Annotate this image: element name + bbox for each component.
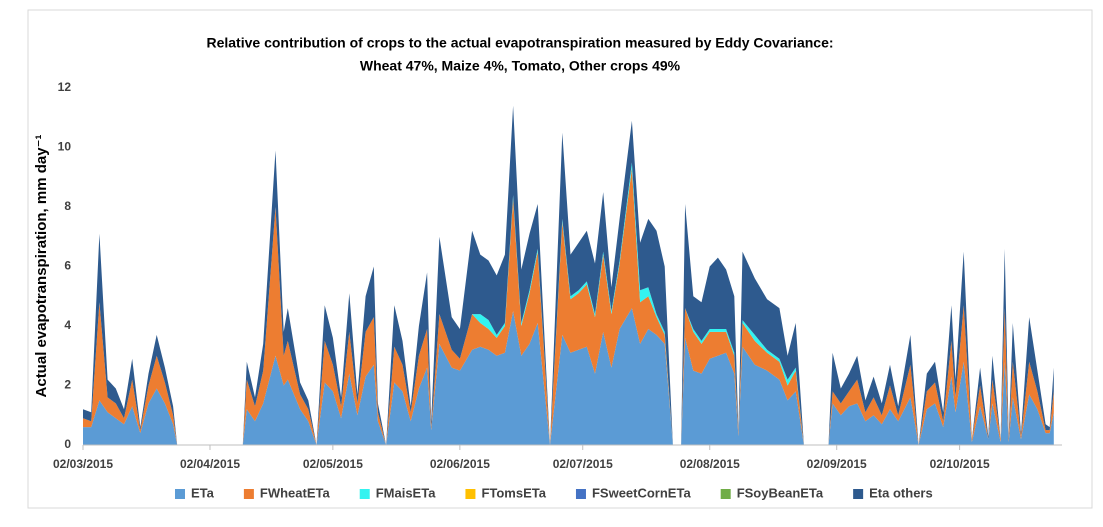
chart-frame [27, 9, 1093, 509]
x-tick-label: 02/03/2015 [53, 457, 113, 471]
x-tick-label: 02/04/2015 [180, 457, 240, 471]
x-tick-label: 02/08/2015 [680, 457, 740, 471]
legend-label: FSweetCornETa [592, 485, 691, 500]
y-tick-label: 6 [64, 259, 71, 273]
legend-swatch [359, 489, 370, 499]
legend-swatch [720, 489, 731, 499]
x-tick-label: 02/07/2015 [553, 457, 613, 471]
legend-label: FWheatETa [260, 485, 331, 500]
legend-swatch [243, 489, 254, 499]
legend-swatch [465, 489, 476, 499]
legend-swatch [175, 489, 185, 499]
y-tick-label: 4 [64, 318, 71, 332]
x-tick-label: 02/10/2015 [930, 457, 990, 471]
y-tick-label: 2 [64, 378, 71, 392]
area [83, 105, 1054, 446]
legend-label: ETa [191, 485, 215, 500]
y-axis-label: Actual evapotranspiration, mm day⁻¹ [33, 135, 50, 398]
x-tick-label: 02/05/2015 [303, 457, 363, 471]
area [83, 308, 1054, 445]
x-tick-label: 02/06/2015 [430, 457, 490, 471]
chart-subtitle: Wheat 47%, Maize 4%, Tomato, Other crops… [360, 58, 681, 74]
legend-swatch [575, 489, 586, 499]
y-tick-label: 8 [64, 199, 71, 213]
legend-label: FSoyBeanETa [737, 485, 824, 500]
chart-title: Relative contribution of crops to the ac… [206, 35, 833, 51]
legend-swatch [853, 489, 864, 499]
x-tick-label: 02/09/2015 [807, 457, 867, 471]
y-tick-label: 0 [64, 437, 71, 451]
legend-label: Eta others [869, 485, 933, 500]
y-tick-label: 12 [58, 80, 72, 94]
y-tick-label: 10 [58, 140, 72, 154]
legend-label: FMaisETa [376, 485, 436, 500]
legend-label: FTomsETa [481, 485, 546, 500]
area [83, 168, 1054, 446]
